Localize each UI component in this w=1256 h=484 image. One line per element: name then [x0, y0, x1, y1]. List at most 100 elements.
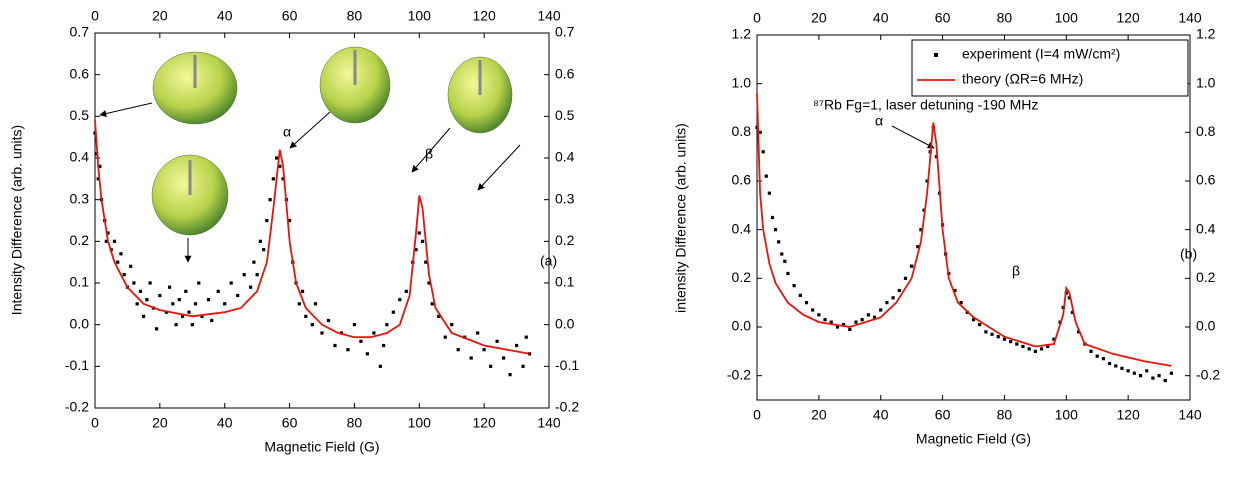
annotation: (b): [1180, 246, 1197, 262]
x-axis-label: Magnetic Field (G): [916, 431, 1031, 447]
data-point: [252, 260, 256, 264]
arrows: [99, 102, 935, 263]
data-point: [903, 276, 908, 280]
data-point: [1107, 361, 1112, 366]
y-tick-label: 1.2: [732, 26, 752, 42]
y-tick-label: 0.4: [732, 220, 752, 236]
data-point: [922, 208, 926, 212]
data-point: [773, 228, 778, 232]
data-point: [382, 343, 386, 348]
data-point: [420, 239, 425, 243]
data-point: [122, 273, 126, 277]
data-point: [437, 314, 441, 318]
data-point: [275, 156, 279, 160]
annotation: β: [1012, 263, 1020, 279]
data-point: [1046, 344, 1050, 349]
data-point: [242, 273, 246, 277]
theory-line: [756, 93, 1172, 367]
data-point: [148, 281, 152, 285]
data-point: [996, 335, 1000, 339]
y-tick-label: 0.2: [70, 232, 90, 248]
data-point: [210, 318, 214, 323]
y-tick-label: 0.3: [70, 190, 90, 206]
data-point: [990, 332, 994, 336]
data-point: [854, 320, 858, 324]
x-tick-label: 120: [1116, 407, 1140, 423]
data-point: [158, 293, 162, 298]
x-tick-label-top: 60: [282, 8, 298, 24]
data-point: [106, 231, 110, 235]
y-tick-label-right: 0.6: [1196, 172, 1216, 188]
theory-line: [94, 120, 530, 355]
y-tick-label-right: 0.4: [555, 149, 575, 165]
x-tick-label: 120: [472, 415, 496, 431]
data-point: [1070, 310, 1075, 314]
x-tick-label: 140: [537, 415, 561, 431]
data-point: [489, 364, 493, 368]
data-point: [1039, 347, 1044, 351]
annotation: α: [875, 113, 883, 129]
data-point: [780, 252, 784, 256]
data-point: [1169, 371, 1174, 375]
data-point: [142, 314, 146, 318]
data-point: [414, 248, 418, 252]
x-tick-label-top: 20: [811, 10, 827, 26]
data-point: [258, 239, 262, 243]
y-tick-label: 0.1: [70, 274, 90, 290]
y-tick-label-right: -0.2: [1196, 366, 1220, 382]
data-point: [278, 164, 282, 168]
data-point: [842, 322, 846, 327]
data-point: [761, 150, 765, 154]
y-tick-label-right: 0.5: [555, 107, 575, 123]
data-point: [443, 335, 447, 339]
data-point: [482, 348, 486, 352]
data-point: [891, 296, 895, 300]
data-point: [184, 289, 188, 293]
data-point: [262, 248, 266, 252]
data-point: [823, 318, 827, 322]
data-point: [268, 198, 272, 202]
data-point: [359, 339, 363, 343]
data-point: [758, 130, 762, 134]
data-point: [190, 323, 194, 327]
data-point: [187, 310, 191, 314]
y-tick-label-right: 0.0: [555, 315, 575, 331]
data-point: [96, 177, 100, 181]
data-point: [866, 313, 870, 317]
data-point: [404, 289, 408, 293]
data-point: [1145, 369, 1149, 373]
x-tick-label-top: 100: [1055, 10, 1079, 26]
y-tick-label: -0.1: [65, 357, 89, 373]
x-tick-label: 20: [811, 407, 827, 423]
y-tick-label-right: 0.1: [555, 274, 575, 290]
x-tick-label: 80: [997, 407, 1013, 423]
data-point: [919, 228, 923, 232]
x-axis-label: Magnetic Field (G): [264, 439, 379, 455]
data-point: [502, 356, 506, 360]
data-point: [385, 323, 389, 327]
y-tick-label: 0.4: [70, 149, 90, 165]
data-point: [249, 285, 253, 289]
data-point: [297, 302, 301, 306]
data-point: [910, 264, 914, 268]
data-point: [372, 331, 376, 335]
data-point: [378, 364, 382, 368]
data-point: [1132, 371, 1136, 375]
data-point: [271, 177, 275, 181]
data-point: [1033, 349, 1037, 353]
y-tick-label-right: 0.2: [555, 232, 575, 248]
plot-frame: [756, 34, 1191, 401]
data-point: [135, 302, 139, 306]
y-tick-label: 0.7: [70, 24, 90, 40]
x-tick-label: 20: [152, 415, 168, 431]
y-tick-label-right: 0.0: [1196, 318, 1216, 334]
y-tick-label: -0.2: [65, 399, 89, 415]
annotation: α: [283, 124, 291, 140]
x-tick-label-top: 40: [217, 8, 233, 24]
plot-frame: [94, 32, 550, 409]
data-point: [521, 364, 525, 368]
x-tick-label-top: 0: [753, 10, 761, 26]
data-point: [450, 323, 454, 327]
data-point: [925, 179, 929, 183]
